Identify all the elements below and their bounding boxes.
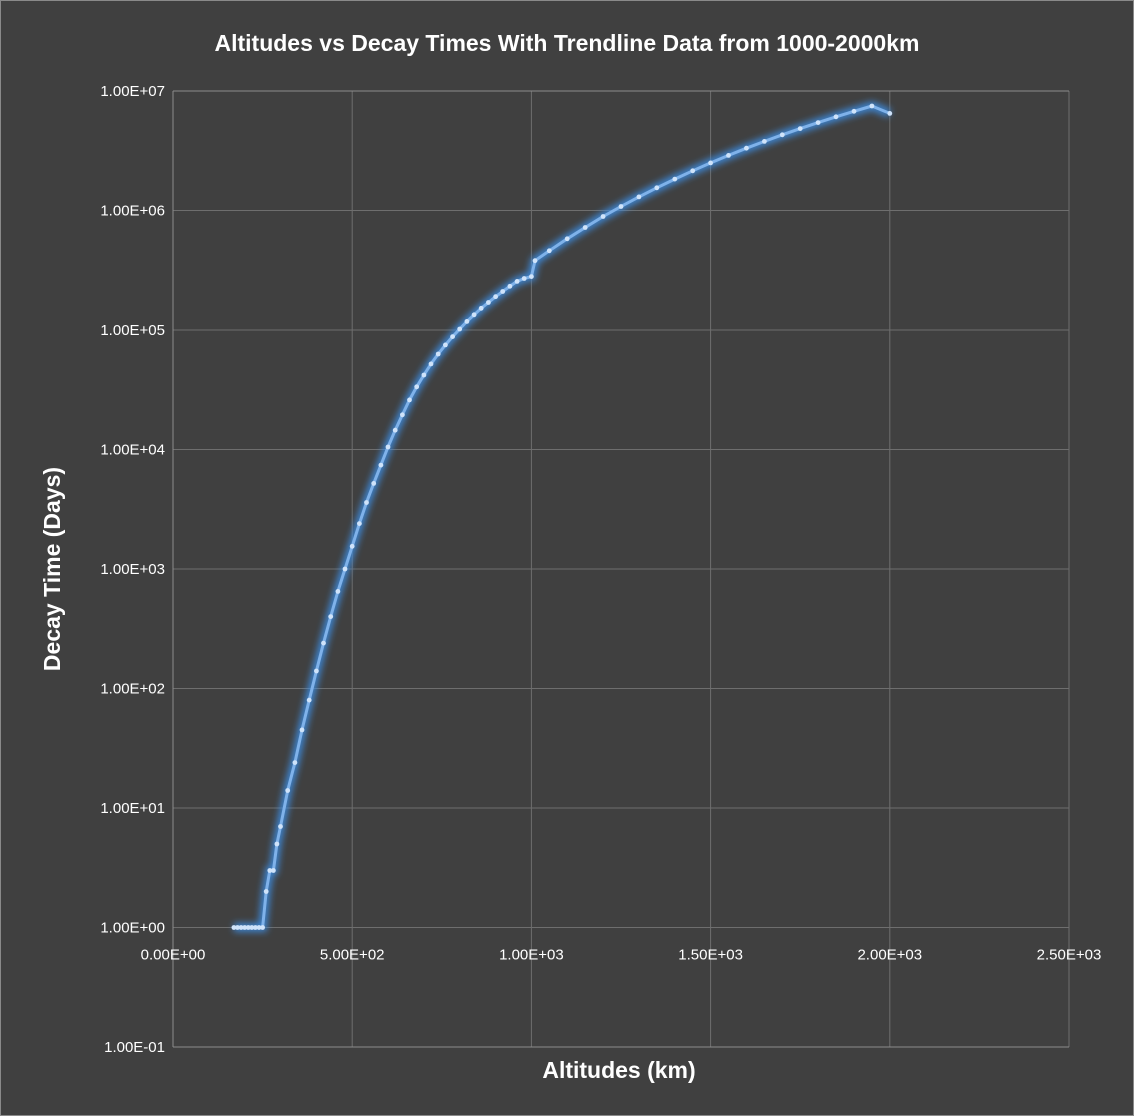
data-point (500, 289, 506, 294)
data-point (328, 614, 334, 619)
x-tick-label: 0.00E+00 (141, 947, 206, 964)
x-axis-title: Altitudes (km) (542, 1057, 695, 1083)
data-point (435, 351, 441, 357)
data-point (349, 543, 355, 549)
x-tick-label: 2.00E+03 (857, 947, 922, 964)
y-axis-title: Decay Time (Days) (39, 467, 65, 671)
data-point (532, 258, 538, 264)
data-point (762, 139, 767, 144)
data-point (285, 788, 291, 793)
data-point (471, 312, 477, 318)
data-point (464, 319, 470, 324)
data-point (600, 214, 606, 219)
data-point (235, 925, 240, 930)
data-point (299, 727, 305, 733)
data-point (238, 925, 244, 930)
data-point (260, 925, 265, 930)
data-point (582, 225, 588, 230)
y-tick-label: 1.00E+01 (100, 800, 165, 817)
data-point (263, 889, 269, 894)
x-tick-label: 2.50E+03 (1037, 947, 1102, 964)
data-point (815, 120, 821, 125)
data-point (414, 384, 420, 390)
x-tick-label: 5.00E+02 (320, 947, 385, 964)
data-point (726, 153, 731, 158)
grid (172, 90, 1070, 1048)
data-point (321, 640, 326, 646)
data-point (306, 697, 312, 703)
x-tick-label: 1.00E+03 (499, 947, 564, 964)
data-point (335, 589, 341, 594)
chart-title: Altitudes vs Decay Times With Trendline … (215, 30, 920, 56)
series-glow (233, 101, 892, 932)
data-point (242, 925, 248, 930)
data-point (690, 168, 696, 174)
data-point (400, 412, 405, 418)
data-point (797, 126, 803, 131)
data-point (564, 236, 570, 242)
y-tick-label: 1.00E+07 (100, 83, 165, 100)
data-point (486, 300, 491, 305)
data-point (618, 204, 624, 209)
y-tick-label: 1.00E-01 (104, 1039, 165, 1056)
data-point (392, 427, 398, 433)
data-point (421, 372, 427, 378)
data-point (342, 566, 348, 572)
data-point (249, 925, 255, 930)
data-point (708, 160, 713, 166)
y-tick-label: 1.00E+04 (100, 442, 165, 459)
data-point (385, 444, 391, 450)
data-point (231, 925, 237, 930)
data-point (507, 283, 513, 289)
data-point (450, 334, 455, 339)
y-tick-label: 1.00E+06 (100, 203, 165, 220)
data-point (521, 276, 527, 281)
data-point (314, 668, 319, 674)
data-point (493, 294, 498, 300)
data-point (271, 868, 276, 873)
data-point (378, 462, 384, 468)
data-point (253, 925, 258, 930)
data-point (371, 481, 377, 486)
data-point (744, 145, 749, 151)
data-point (869, 103, 875, 109)
series-line (233, 104, 891, 929)
data-point (636, 194, 642, 200)
data-point (274, 841, 280, 847)
x-tick-label: 1.50E+03 (678, 947, 743, 964)
data-point (654, 185, 660, 191)
data-point (779, 132, 785, 138)
data-point (407, 397, 412, 403)
y-tick-label: 1.00E+03 (100, 561, 165, 578)
data-point (267, 868, 273, 873)
data-point (457, 326, 463, 332)
data-point (443, 342, 448, 348)
data-point (851, 108, 857, 114)
data-point (364, 500, 369, 505)
data-point (292, 760, 298, 765)
data-point (672, 176, 678, 182)
data-point (529, 274, 534, 279)
y-tick-label: 1.00E+00 (100, 920, 165, 937)
data-point (428, 361, 434, 367)
data-point (546, 248, 552, 254)
series-layer (231, 101, 893, 932)
data-point (478, 305, 484, 311)
tick-labels: 1.00E+07 1.00E+06 1.00E+05 1.00E+04 1.00E+03… (100, 83, 1101, 1056)
y-tick-label: 1.00E+02 (100, 681, 165, 698)
data-point (833, 114, 839, 120)
data-point (278, 824, 283, 829)
data-point (887, 111, 893, 116)
data-point (245, 925, 251, 930)
data-point (357, 521, 362, 526)
data-point (514, 279, 520, 284)
y-tick-label: 1.00E+05 (100, 322, 165, 339)
data-point (256, 925, 262, 930)
